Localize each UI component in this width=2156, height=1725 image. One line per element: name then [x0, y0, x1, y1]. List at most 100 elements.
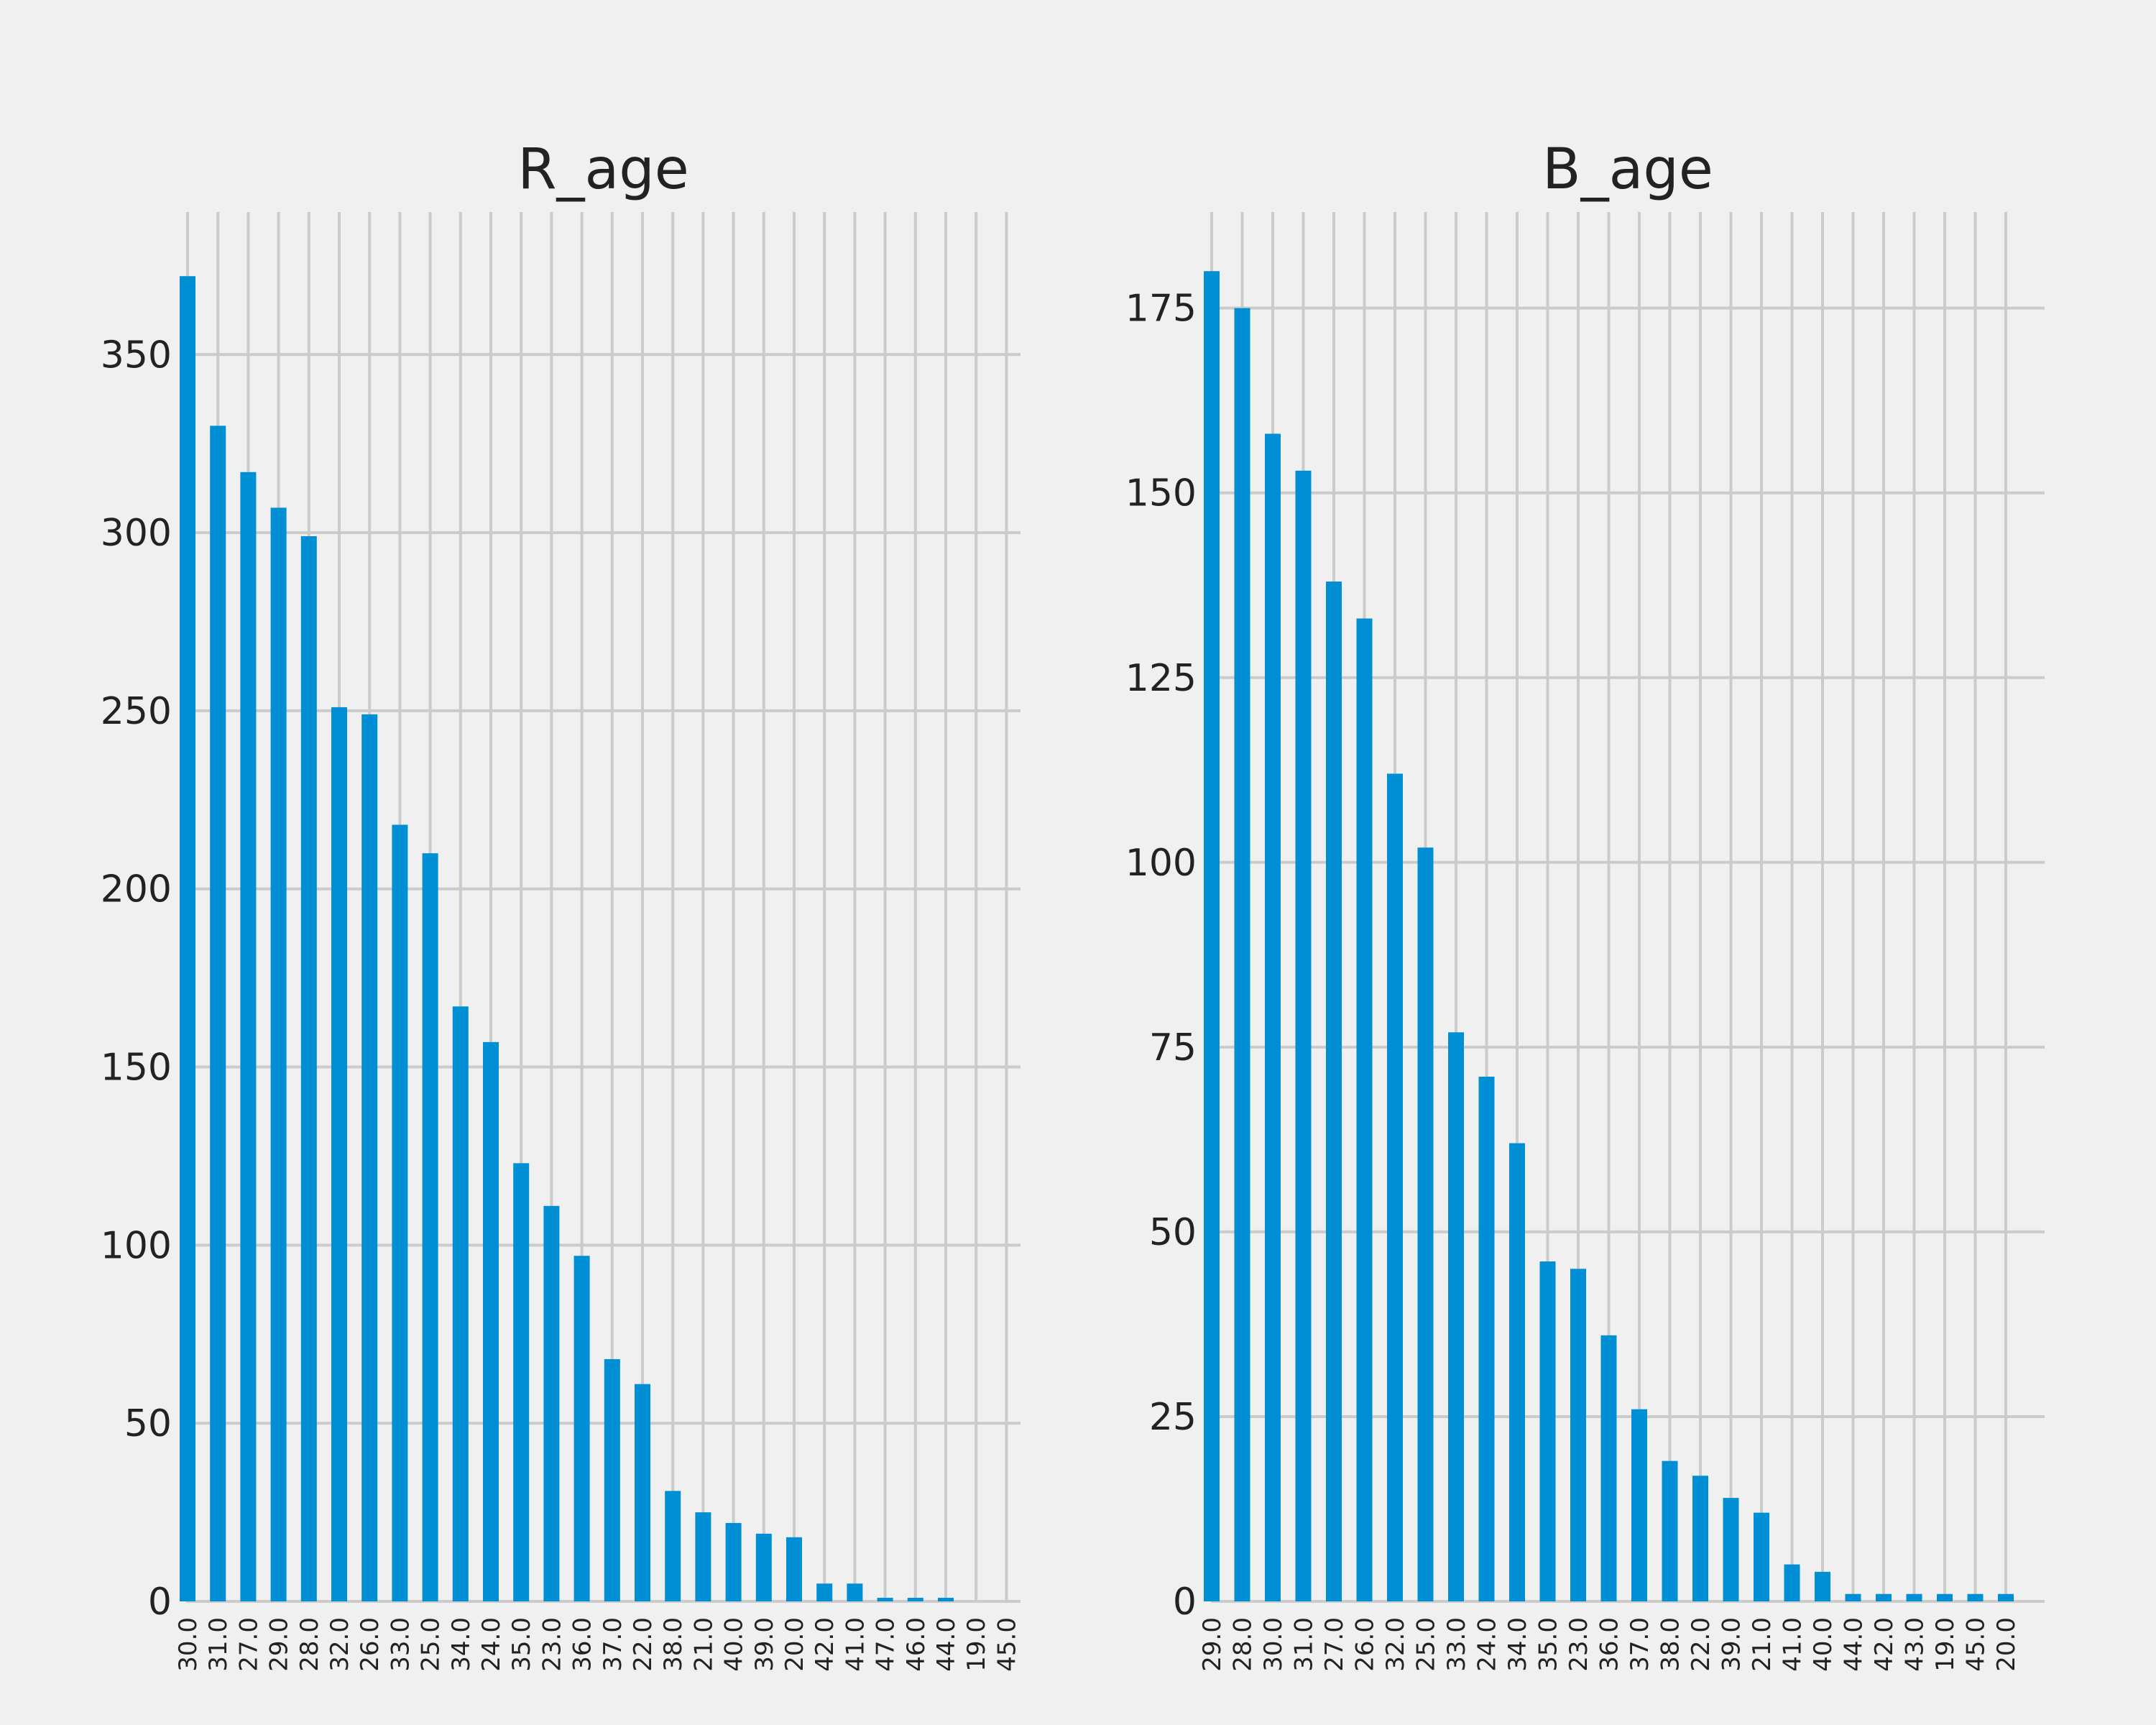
b-age-bar	[1845, 1593, 1861, 1601]
r-age-x-tick-label: 29.0	[265, 1617, 294, 1672]
b-age-bar	[1876, 1593, 1892, 1601]
r-age-x-tick-label: 36.0	[568, 1617, 597, 1672]
b-age-x-tick-label: 26.0	[1351, 1617, 1380, 1672]
r-age-bar	[725, 1522, 742, 1601]
r-age-x-tick-label: 44.0	[932, 1617, 961, 1672]
r-age-bar	[786, 1537, 802, 1601]
b-age-x-tick-label: 25.0	[1412, 1617, 1441, 1672]
r-age-x-tick-label: 23.0	[538, 1617, 566, 1672]
b-age-x-tick-label: 38.0	[1657, 1617, 1685, 1672]
b-age-bar	[1509, 1143, 1525, 1601]
b-age-x-tick-label: 35.0	[1534, 1617, 1563, 1672]
b-age-x-tick-label: 19.0	[1931, 1617, 1960, 1672]
r-age-x-tick-label: 24.0	[477, 1617, 506, 1672]
chart-b-age: 0 25 50 75 100 125 150 175 29.0 28.0 30.0 31.0 27.0…	[1125, 137, 2045, 1672]
r-age-bar	[240, 472, 257, 1602]
r-age-bar	[816, 1583, 833, 1601]
r-age-x-tick-label: 46.0	[902, 1617, 931, 1672]
b-age-bar	[1906, 1593, 1922, 1601]
r-age-y-tick-label: 350	[101, 334, 172, 377]
r-age-x-tick-labels: 30.0 31.0 27.0 29.0 28.0 32.0 26.0 33.0 25.0 34.0…	[174, 1617, 1021, 1672]
r-age-x-tick-label: 21.0	[689, 1617, 718, 1672]
b-age-x-tick-label: 41.0	[1779, 1617, 1807, 1672]
r-age-x-tick-label: 27.0	[234, 1617, 263, 1672]
r-age-bar	[270, 507, 287, 1601]
b-age-bar	[1754, 1512, 1769, 1601]
r-age-y-tick-label: 50	[124, 1402, 172, 1445]
b-age-x-tick-label: 29.0	[1198, 1617, 1227, 1672]
r-age-bar	[543, 1205, 560, 1601]
r-age-title: R_age	[517, 137, 689, 202]
b-age-bar	[1204, 271, 1220, 1601]
r-age-x-tick-label: 40.0	[720, 1617, 749, 1672]
r-age-x-tick-label: 42.0	[811, 1617, 839, 1672]
r-age-y-tick-label: 0	[148, 1581, 172, 1624]
r-age-bar	[938, 1598, 954, 1601]
r-age-x-tick-label: 34.0	[447, 1617, 476, 1672]
b-age-bar	[1417, 847, 1434, 1601]
b-age-bar	[1448, 1032, 1464, 1601]
b-age-y-tick-label: 100	[1125, 842, 1197, 885]
b-age-y-tick-label: 75	[1149, 1026, 1197, 1070]
b-age-x-tick-label: 30.0	[1259, 1617, 1288, 1672]
r-age-bar	[392, 824, 408, 1601]
r-age-x-tick-label: 20.0	[780, 1617, 809, 1672]
b-age-y-tick-label: 125	[1125, 657, 1197, 700]
b-age-x-tick-label: 28.0	[1229, 1617, 1258, 1672]
r-age-x-tick-label: 25.0	[417, 1617, 446, 1672]
b-age-x-tick-label: 45.0	[1962, 1617, 1991, 1672]
b-age-x-tick-label: 33.0	[1442, 1617, 1471, 1672]
b-age-x-tick-label: 22.0	[1687, 1617, 1715, 1672]
chart-r-age: 0 50 100 150 200 250 300 350 30.0 31.0 27.0 29.0 28…	[101, 137, 1022, 1672]
r-age-x-tick-label: 26.0	[356, 1617, 384, 1672]
b-age-bar	[1265, 433, 1281, 1601]
r-age-y-tick-label: 300	[101, 512, 172, 555]
b-age-bar	[1937, 1593, 1953, 1601]
b-age-x-tick-label: 34.0	[1503, 1617, 1532, 1672]
b-age-bar	[1815, 1571, 1830, 1601]
b-age-x-tick-label: 39.0	[1718, 1617, 1746, 1672]
b-age-x-tick-label: 40.0	[1809, 1617, 1838, 1672]
b-age-bar	[1295, 470, 1312, 1602]
r-age-bar	[452, 1006, 469, 1601]
r-age-bar	[513, 1163, 530, 1601]
b-age-x-tick-label: 27.0	[1320, 1617, 1349, 1672]
r-age-y-tick-label: 250	[101, 690, 172, 733]
b-age-x-tick-label: 42.0	[1870, 1617, 1899, 1672]
b-age-bars	[1204, 271, 2014, 1602]
r-age-bar	[755, 1533, 772, 1601]
r-age-bar	[604, 1358, 620, 1601]
b-age-y-tick-label: 175	[1125, 288, 1197, 331]
b-age-x-tick-label: 24.0	[1473, 1617, 1502, 1672]
r-age-x-tick-label: 31.0	[204, 1617, 233, 1672]
b-age-bar	[1998, 1593, 2014, 1601]
b-age-bar	[1662, 1460, 1678, 1601]
r-age-bar	[331, 707, 347, 1601]
b-age-bar	[1356, 618, 1373, 1601]
b-age-y-tick-label: 25	[1149, 1396, 1197, 1439]
r-age-x-tick-label: 30.0	[174, 1617, 203, 1672]
b-age-x-tick-label: 21.0	[1748, 1617, 1777, 1672]
b-age-title: B_age	[1542, 137, 1713, 202]
b-age-x-tick-label: 32.0	[1381, 1617, 1410, 1672]
b-age-bar	[1234, 308, 1250, 1601]
r-age-x-tick-label: 32.0	[326, 1617, 354, 1672]
r-age-x-tick-label: 41.0	[841, 1617, 870, 1672]
r-age-bar	[483, 1041, 499, 1601]
b-age-bar	[1692, 1476, 1708, 1601]
r-age-x-tick-label: 19.0	[962, 1617, 991, 1672]
b-age-y-tick-label: 150	[1125, 472, 1197, 515]
r-age-x-tick-label: 38.0	[659, 1617, 688, 1672]
r-age-bar	[907, 1598, 923, 1601]
b-age-bar	[1326, 581, 1342, 1602]
b-age-bar	[1478, 1076, 1495, 1601]
b-age-x-tick-label: 36.0	[1595, 1617, 1624, 1672]
b-age-x-tick-label: 43.0	[1901, 1617, 1930, 1672]
b-age-bar	[1784, 1564, 1800, 1601]
r-age-bars	[180, 276, 954, 1602]
r-age-x-tick-label: 45.0	[992, 1617, 1021, 1672]
r-age-bar	[300, 536, 317, 1601]
r-age-y-tick-label: 100	[101, 1224, 172, 1267]
